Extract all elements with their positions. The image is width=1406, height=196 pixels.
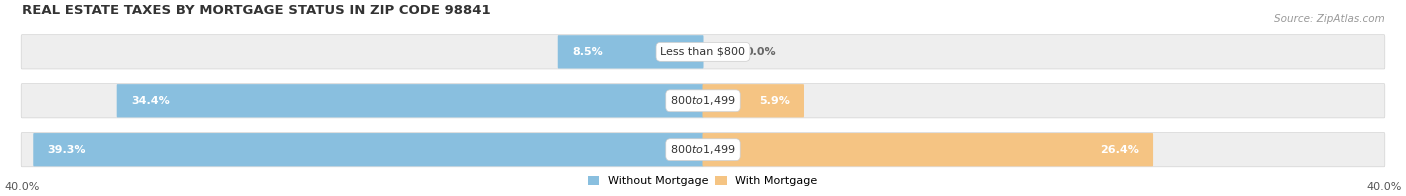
FancyBboxPatch shape (703, 133, 1153, 166)
Text: $800 to $1,499: $800 to $1,499 (671, 143, 735, 156)
Text: $800 to $1,499: $800 to $1,499 (671, 94, 735, 107)
FancyBboxPatch shape (21, 84, 1385, 118)
FancyBboxPatch shape (703, 84, 804, 117)
Text: Source: ZipAtlas.com: Source: ZipAtlas.com (1274, 14, 1385, 24)
FancyBboxPatch shape (558, 35, 703, 68)
FancyBboxPatch shape (117, 84, 703, 117)
Text: 34.4%: 34.4% (131, 96, 170, 106)
Text: 0.0%: 0.0% (745, 47, 776, 57)
Text: Less than $800: Less than $800 (661, 47, 745, 57)
FancyBboxPatch shape (34, 133, 703, 166)
Text: REAL ESTATE TAXES BY MORTGAGE STATUS IN ZIP CODE 98841: REAL ESTATE TAXES BY MORTGAGE STATUS IN … (22, 4, 491, 17)
FancyBboxPatch shape (21, 132, 1385, 167)
Legend: Without Mortgage, With Mortgage: Without Mortgage, With Mortgage (588, 176, 818, 186)
Text: 39.3%: 39.3% (48, 145, 86, 155)
Text: 26.4%: 26.4% (1099, 145, 1139, 155)
Text: 8.5%: 8.5% (572, 47, 603, 57)
FancyBboxPatch shape (21, 35, 1385, 69)
Text: 5.9%: 5.9% (759, 96, 790, 106)
